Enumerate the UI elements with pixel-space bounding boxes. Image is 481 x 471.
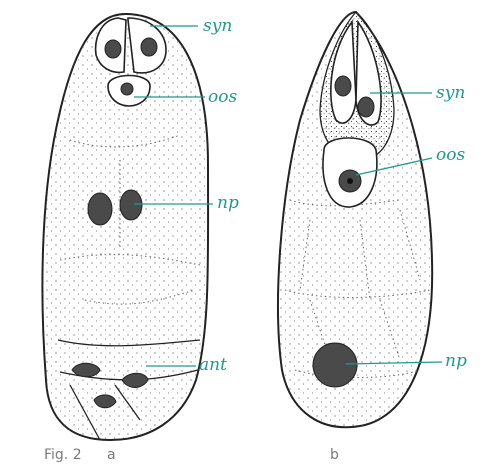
synergid-left-b (330, 19, 357, 124)
antipodal-nucleus-1-a (71, 362, 101, 378)
polar-nucleus-right-a (119, 189, 143, 221)
label-syn-a: syn (203, 16, 232, 36)
label-oos-b: oos (436, 145, 465, 165)
label-np-a: np (217, 193, 239, 213)
panel-a: syn oos np ant (41, 12, 239, 442)
stippling-a (42, 14, 209, 440)
polar-nucleus-left-a (87, 192, 113, 226)
synergid-nucleus-right-b (357, 96, 375, 118)
label-ant-a: ant (199, 355, 227, 375)
antipodal-nucleus-2-a (121, 372, 149, 388)
polar-nucleus-b (312, 342, 358, 388)
label-syn-b: syn (436, 83, 465, 103)
egg-nucleus-a (120, 82, 134, 96)
synergid-nucleus-left-b (334, 75, 352, 97)
leader-np-b (345, 361, 443, 365)
leader-oos-b (355, 157, 433, 176)
label-np-b: np (445, 351, 467, 371)
panel-b: syn oos np (277, 10, 467, 429)
panel-label-a: a (107, 447, 116, 463)
panel-label-b: b (330, 447, 339, 463)
egg-nucleolus-b (347, 178, 353, 184)
vacuole-lines-b (284, 199, 431, 378)
antipodal-nucleus-3-a (93, 394, 117, 409)
synergid-nucleus-left-a (104, 39, 122, 59)
figure-caption: Fig. 2 (44, 447, 82, 463)
synergid-nucleus-right-a (140, 37, 158, 57)
label-oos-a: oos (208, 87, 237, 107)
